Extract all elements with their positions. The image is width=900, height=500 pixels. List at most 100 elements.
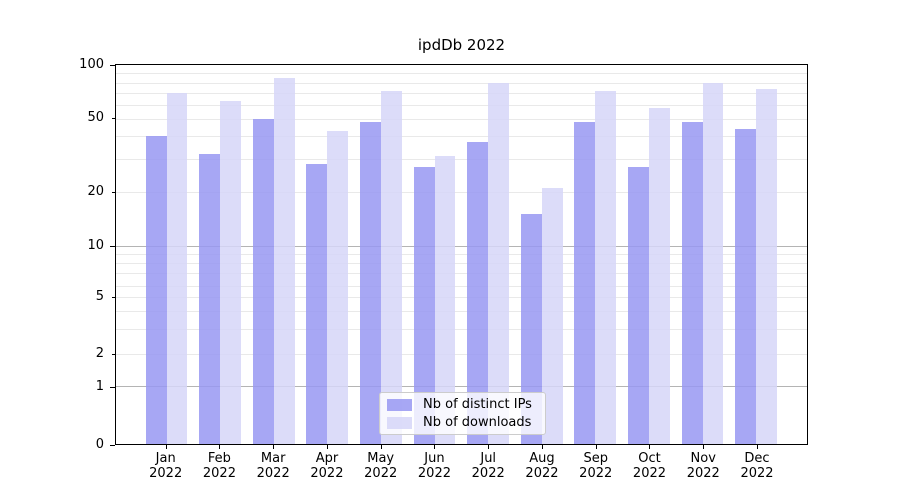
gridline-minor-9 <box>116 253 807 255</box>
legend: Nb of distinct IPs Nb of downloads <box>379 392 546 435</box>
y-tick-label-1: 1 <box>95 378 104 394</box>
gridline-minor-50 <box>116 118 807 120</box>
x-tick-mark-dec-2022 <box>756 445 758 449</box>
x-tick-label-aug-2022: Aug 2022 <box>525 451 558 481</box>
x-tick-year: 2022 <box>740 466 774 481</box>
x-tick-label-nov-2022: Nov 2022 <box>687 451 720 481</box>
y-tick-label-5: 5 <box>95 289 104 305</box>
x-tick-year: 2022 <box>471 466 505 481</box>
x-tick-mark-jun-2022 <box>434 445 436 449</box>
bar-nb-of-downloads-sep-2022 <box>595 90 617 444</box>
y-tick-label-0: 0 <box>95 437 104 452</box>
x-tick-year: 2022 <box>364 466 398 481</box>
x-tick-label-may-2022: May 2022 <box>364 451 397 481</box>
gridline-minor-60 <box>116 105 807 107</box>
bar-nb-of-downloads-apr-2022 <box>327 130 349 444</box>
x-tick-mark-nov-2022 <box>703 445 705 449</box>
legend-label-nb-of-downloads: Nb of downloads <box>423 415 532 430</box>
x-tick-month: Nov <box>690 451 716 466</box>
gridline-minor-2 <box>116 353 807 355</box>
x-tick-label-feb-2022: Feb 2022 <box>203 451 236 481</box>
x-tick-mark-mar-2022 <box>273 445 275 449</box>
x-tick-month: May <box>367 451 395 466</box>
gridline-minor-5 <box>116 296 807 298</box>
bar-nb-of-downloads-aug-2022 <box>541 188 563 444</box>
bar-nb-of-distinct-ips-feb-2022 <box>199 153 221 444</box>
y-tick-mark-0 <box>110 445 115 446</box>
gridline-minor-7 <box>116 273 807 275</box>
gridline-minor-90 <box>116 73 807 75</box>
legend-item-nb-of-distinct-ips: Nb of distinct IPs <box>387 397 538 412</box>
x-tick-year: 2022 <box>632 466 667 481</box>
x-tick-month: Aug <box>529 451 555 466</box>
x-tick-year: 2022 <box>149 466 183 481</box>
x-tick-label-jan-2022: Jan 2022 <box>149 451 182 481</box>
gridline-minor-30 <box>116 158 807 160</box>
y-tick-label-50: 50 <box>87 110 104 126</box>
bar-nb-of-distinct-ips-may-2022 <box>359 121 381 444</box>
gridline-minor-4 <box>116 311 807 313</box>
bar-nb-of-downloads-mar-2022 <box>273 77 295 444</box>
x-tick-mark-may-2022 <box>380 445 382 449</box>
y-tick-mark-50 <box>112 118 115 120</box>
x-tick-month: Jul <box>480 451 497 466</box>
gridline-minor-20 <box>116 192 807 194</box>
x-tick-mark-aug-2022 <box>541 445 543 449</box>
gridline-minor-70 <box>116 92 807 94</box>
bar-nb-of-downloads-jun-2022 <box>434 156 456 444</box>
x-tick-month: Oct <box>638 451 661 466</box>
y-tick-label-2: 2 <box>95 346 104 362</box>
gridline-minor-40 <box>116 136 807 138</box>
bar-nb-of-downloads-oct-2022 <box>648 107 670 444</box>
x-tick-mark-jul-2022 <box>488 445 490 449</box>
x-tick-year: 2022 <box>579 466 613 481</box>
x-tick-year: 2022 <box>256 466 290 481</box>
y-tick-mark-10 <box>110 245 115 247</box>
x-tick-year: 2022 <box>686 466 720 481</box>
x-tick-month: Jan <box>155 451 176 466</box>
bar-nb-of-distinct-ips-dec-2022 <box>735 128 757 444</box>
bar-nb-of-distinct-ips-oct-2022 <box>628 167 649 444</box>
legend-swatch-nb-of-distinct-ips <box>387 398 412 411</box>
x-tick-month: Feb <box>207 451 231 466</box>
x-tick-label-jun-2022: Jun 2022 <box>418 451 451 481</box>
bar-nb-of-downloads-nov-2022 <box>702 82 724 444</box>
x-tick-label-sep-2022: Sep 2022 <box>579 451 612 481</box>
legend-swatch-nb-of-downloads <box>387 416 412 429</box>
bar-nb-of-downloads-jul-2022 <box>488 82 510 444</box>
plot-area: Nb of distinct IPs Nb of downloads <box>115 64 808 445</box>
gridline-minor-8 <box>116 263 807 265</box>
x-tick-mark-jan-2022 <box>165 445 167 449</box>
x-tick-month: Mar <box>260 451 286 466</box>
x-tick-month: Dec <box>744 451 770 466</box>
gridline-minor-6 <box>116 285 807 287</box>
y-tick-mark-1 <box>110 386 115 388</box>
x-tick-label-mar-2022: Mar 2022 <box>257 451 290 481</box>
bar-nb-of-downloads-may-2022 <box>380 90 402 444</box>
y-tick-mark-20 <box>112 192 115 194</box>
bar-nb-of-distinct-ips-sep-2022 <box>574 121 596 444</box>
legend-label-nb-of-distinct-ips: Nb of distinct IPs <box>423 397 532 412</box>
bar-nb-of-downloads-jan-2022 <box>166 92 188 444</box>
x-tick-mark-sep-2022 <box>595 445 597 449</box>
y-tick-label-100: 100 <box>79 56 104 72</box>
x-tick-month: Apr <box>315 451 339 466</box>
bar-nb-of-distinct-ips-mar-2022 <box>252 118 274 444</box>
chart-title: ipdDb 2022 <box>417 36 506 54</box>
x-tick-label-oct-2022: Oct 2022 <box>633 451 666 481</box>
x-tick-month: Sep <box>583 451 608 466</box>
y-tick-mark-5 <box>112 297 115 299</box>
x-tick-label-apr-2022: Apr 2022 <box>310 451 343 481</box>
x-tick-mark-apr-2022 <box>326 445 328 449</box>
x-tick-month: Jun <box>424 451 445 466</box>
x-tick-year: 2022 <box>202 466 236 481</box>
gridline-major-10 <box>116 245 807 247</box>
x-tick-year: 2022 <box>417 466 451 481</box>
bar-nb-of-downloads-dec-2022 <box>756 88 778 444</box>
y-tick-label-10: 10 <box>87 237 104 253</box>
x-tick-label-dec-2022: Dec 2022 <box>740 451 773 481</box>
gridline-minor-3 <box>116 329 807 331</box>
bar-nb-of-distinct-ips-jan-2022 <box>145 136 167 444</box>
bar-nb-of-distinct-ips-jul-2022 <box>467 142 489 444</box>
